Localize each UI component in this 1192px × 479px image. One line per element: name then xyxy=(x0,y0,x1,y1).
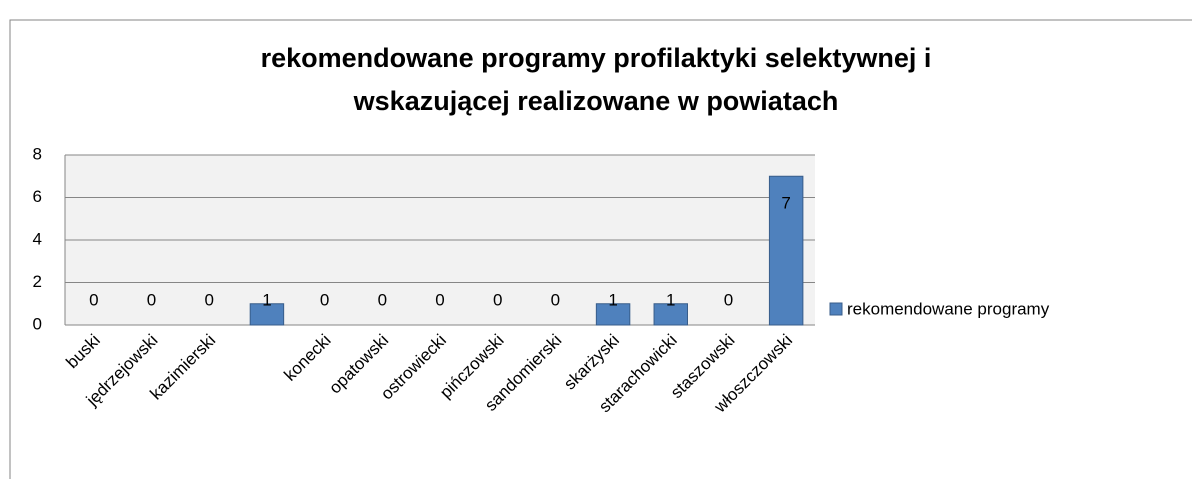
data-label: 0 xyxy=(435,290,444,309)
data-label: 0 xyxy=(320,290,329,309)
data-label: 0 xyxy=(551,290,560,309)
bar xyxy=(595,303,631,326)
data-label: 0 xyxy=(378,290,387,309)
data-label: 0 xyxy=(724,290,733,309)
y-tick-label: 4 xyxy=(33,229,42,248)
data-label: 0 xyxy=(147,290,156,309)
chart-title: wskazującej realizowane w powiatach xyxy=(353,86,839,116)
data-label: 0 xyxy=(493,290,502,309)
y-tick-label: 0 xyxy=(33,314,42,333)
y-tick-label: 8 xyxy=(33,144,42,163)
y-tick-label: 6 xyxy=(33,187,42,206)
legend-swatch xyxy=(829,302,843,316)
chart-title: rekomendowane programy profilaktyki sele… xyxy=(261,43,932,73)
data-label: 1 xyxy=(666,290,675,309)
data-label: 1 xyxy=(262,290,271,309)
bar xyxy=(653,303,688,326)
data-label: 1 xyxy=(608,290,617,309)
data-label: 0 xyxy=(89,290,98,309)
data-label: 0 xyxy=(204,290,213,309)
y-tick-label: 2 xyxy=(33,272,42,291)
data-label: 7 xyxy=(781,194,790,213)
legend-label: rekomendowane programy xyxy=(847,299,1050,318)
bar xyxy=(768,175,804,326)
bar xyxy=(249,303,285,326)
